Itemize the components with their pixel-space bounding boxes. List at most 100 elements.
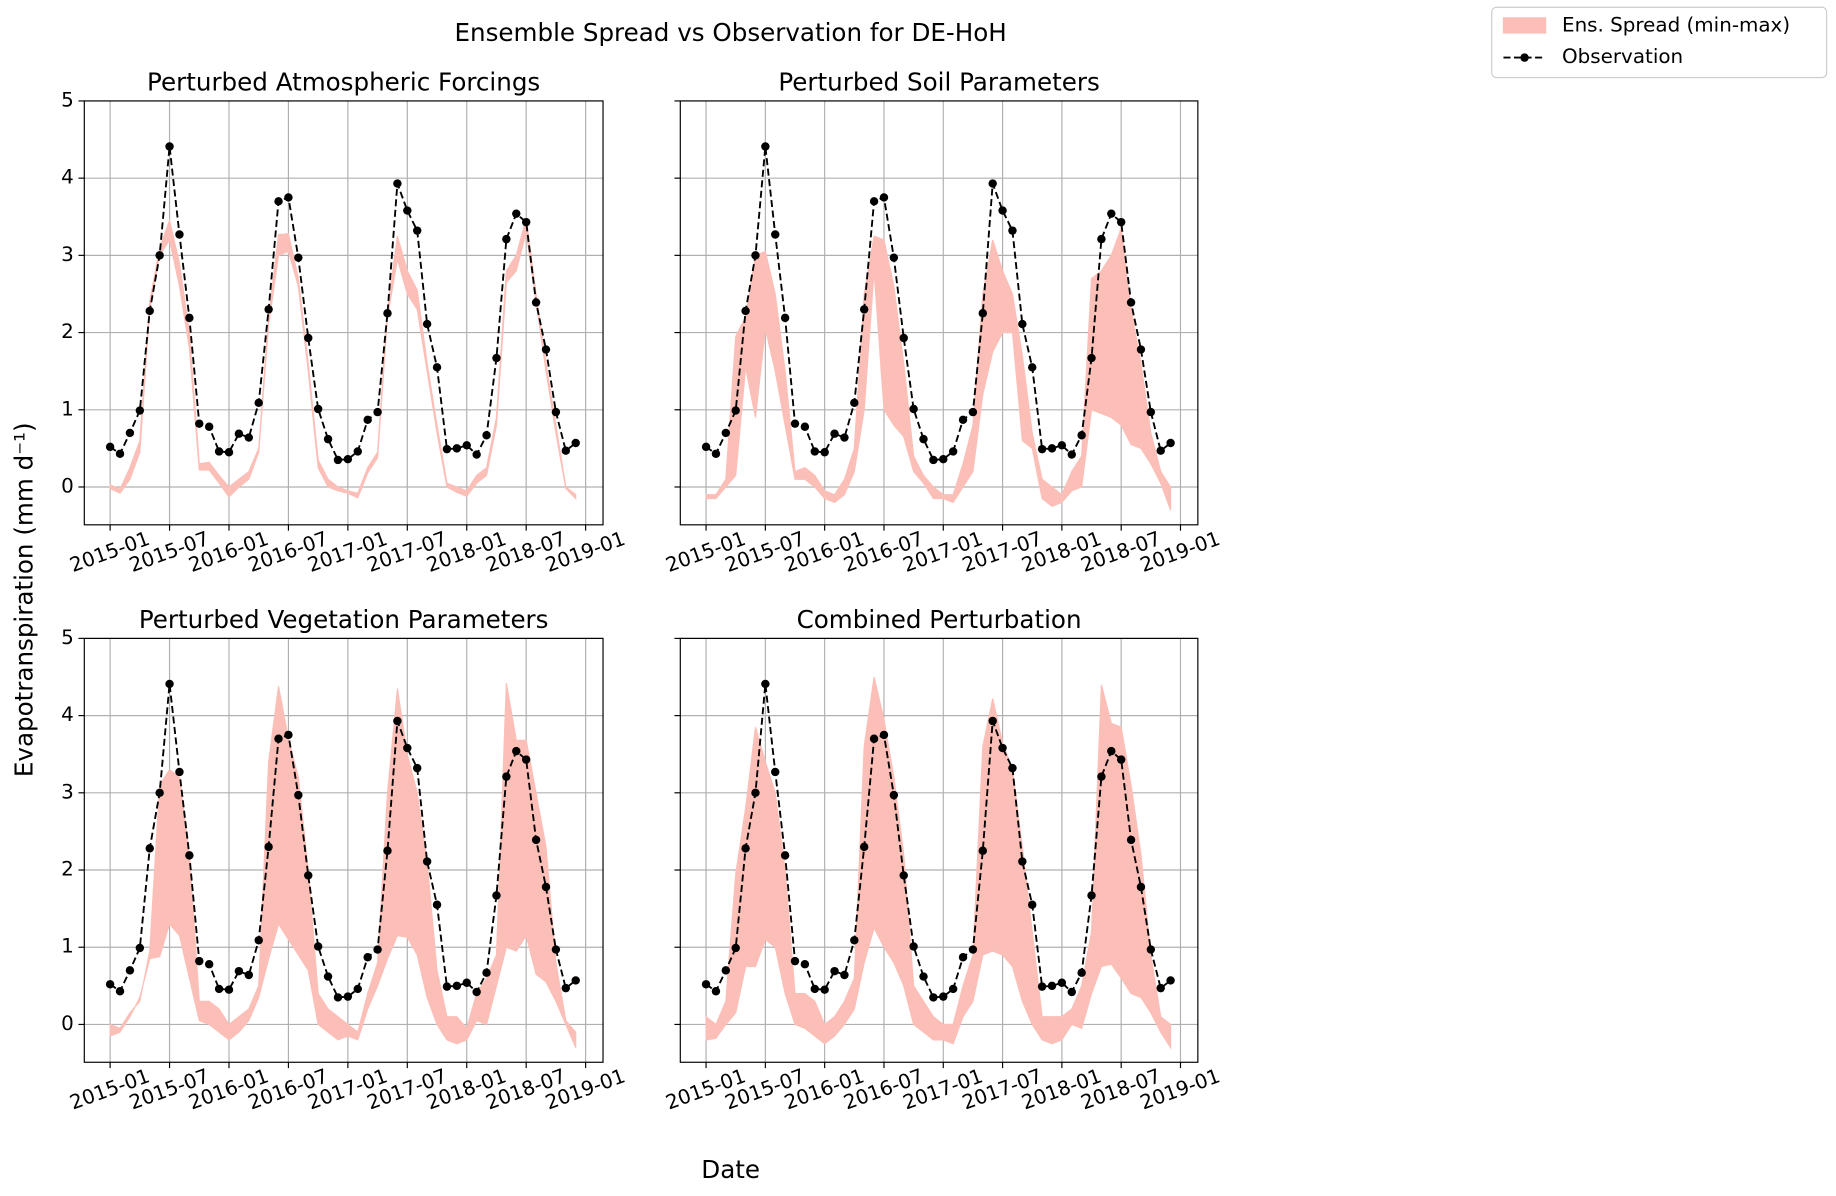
observation-point (165, 679, 174, 689)
observation-point (214, 984, 224, 994)
observation-point (452, 981, 462, 991)
observation-point (711, 987, 721, 996)
legend-frame (1491, 6, 1828, 79)
observation-point (741, 306, 750, 316)
observation-point (204, 959, 214, 969)
observation-point (204, 422, 214, 431)
observation-point (512, 746, 521, 756)
legend-label: Observation (1562, 45, 1683, 68)
observation-point (403, 743, 412, 753)
observation-point (800, 959, 810, 969)
observation-point (561, 983, 571, 993)
observation-point (889, 253, 899, 262)
subplot: Perturbed Soil Parameters2015-012015-072… (663, 67, 1223, 577)
observation-point (412, 226, 422, 235)
observation-point (125, 966, 135, 975)
observation-point (929, 455, 938, 465)
observation-point (889, 790, 899, 800)
observation-point (1156, 446, 1165, 455)
observation-point (135, 406, 145, 415)
observation-point (1136, 882, 1146, 892)
observation-point (721, 966, 731, 975)
observation-point (1146, 945, 1156, 954)
observation-point (274, 734, 283, 743)
observation-point (1116, 755, 1126, 764)
observation-point (948, 447, 958, 456)
subplot-title: Perturbed Soil Parameters (778, 67, 1099, 96)
observation-point (1097, 234, 1106, 244)
observation-point (790, 956, 800, 966)
observation-point (820, 448, 829, 457)
y-tick-label: 3 (61, 780, 74, 803)
observation-point (919, 972, 928, 981)
observation-point (284, 730, 293, 740)
observation-point (751, 251, 760, 260)
observation-point (879, 730, 889, 740)
observation-line (705, 683, 1172, 999)
observation-point (472, 987, 481, 997)
observation-point (214, 447, 224, 456)
observation-point (541, 345, 551, 354)
subplot: Perturbed Vegetation Parameters2015-0120… (61, 605, 628, 1115)
observation-point (492, 891, 501, 900)
observation-point (185, 313, 194, 323)
observation-point (958, 415, 968, 425)
observation-point (869, 197, 879, 206)
observation-point (284, 193, 293, 202)
observation-point (919, 434, 928, 444)
observation-point (145, 844, 154, 853)
observation-point (1087, 891, 1096, 900)
observation-point (939, 992, 948, 1001)
observation-point (343, 992, 353, 1001)
observation-point (761, 142, 770, 151)
observation-point (462, 978, 471, 987)
y-tick-label: 2 (61, 320, 74, 343)
observation-point (254, 398, 263, 408)
observation-point (244, 433, 254, 442)
observation-point (1097, 772, 1106, 781)
y-tick-label: 2 (61, 858, 74, 881)
observation-point (1037, 982, 1047, 991)
observation-point (393, 179, 402, 188)
observation-point (165, 142, 174, 151)
subplot: Combined Perturbation2015-012015-072016-… (663, 605, 1223, 1115)
axes-frame (679, 637, 1199, 1063)
observation-point (1047, 981, 1057, 991)
observation-point (224, 985, 234, 994)
observation-point (909, 404, 918, 414)
observation-point (462, 441, 471, 450)
observation-point (571, 438, 580, 448)
observation-point (1126, 835, 1136, 845)
observation-point (195, 956, 204, 966)
observation-point (701, 442, 711, 452)
observation-point (234, 966, 244, 976)
observation-point (810, 447, 819, 456)
observation-point (830, 429, 839, 438)
observation-point (771, 767, 780, 777)
observation-point (313, 404, 323, 414)
y-tick-label: 3 (61, 243, 74, 266)
observation-point (264, 842, 273, 852)
observation-point (175, 230, 184, 239)
observation-point (412, 763, 422, 773)
observation-point (1107, 746, 1116, 756)
y-tick-label: 0 (61, 474, 74, 497)
observation-point (432, 900, 442, 909)
observation-point (185, 851, 194, 860)
observation-point (541, 882, 551, 892)
subplot-title: Perturbed Atmospheric Forcings (147, 67, 540, 96)
observation-point (155, 788, 164, 798)
legend: Ens. Spread (min-max) Observation (1491, 6, 1828, 79)
observation-point (968, 945, 978, 954)
observation-point (373, 407, 382, 417)
observation-point (701, 980, 711, 989)
observation-point (840, 433, 849, 442)
observation-point (1126, 298, 1136, 307)
observation-point (899, 871, 908, 880)
subplot: Perturbed Atmospheric Forcings2015-01201… (61, 67, 628, 577)
observation-point (512, 209, 521, 218)
observation-point (1136, 345, 1146, 354)
observation-point (1166, 976, 1175, 985)
observation-point (145, 306, 154, 316)
observation-point (761, 679, 770, 689)
